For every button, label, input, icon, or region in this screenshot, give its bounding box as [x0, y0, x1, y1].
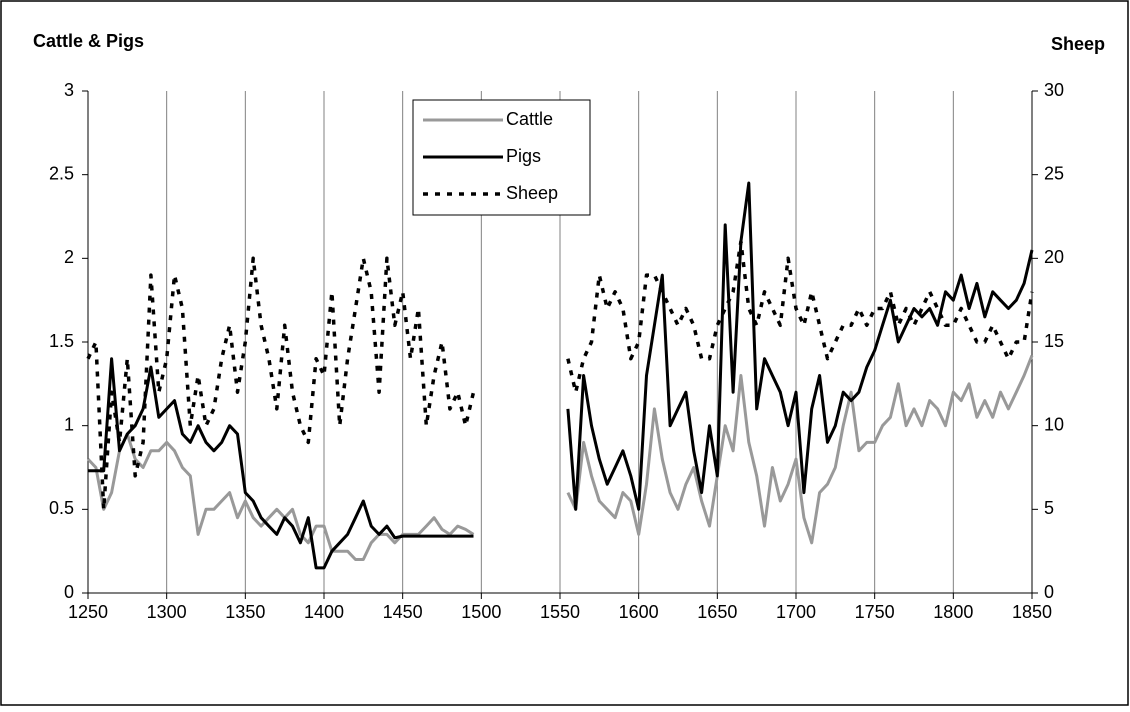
y-tick-label: 1 [64, 414, 74, 434]
y-tick-label: 0.5 [49, 498, 74, 518]
series-line [86, 354, 1034, 561]
y2-tick-label: 0 [1044, 582, 1054, 602]
x-tick-label: 1500 [461, 602, 501, 622]
x-tick-label: 1750 [855, 602, 895, 622]
y2-tick-label: 20 [1044, 247, 1064, 267]
series-line [88, 181, 1034, 570]
y-tick-label: 1.5 [49, 331, 74, 351]
y2-tick-label: 5 [1044, 498, 1054, 518]
y2-axis-title: Sheep [1051, 34, 1105, 54]
y-tick-label: 0 [64, 582, 74, 602]
y2-tick-label: 10 [1044, 414, 1064, 434]
y-tick-label: 2.5 [49, 163, 74, 183]
x-tick-label: 1600 [619, 602, 659, 622]
x-tick-label: 1400 [304, 602, 344, 622]
x-tick-label: 1650 [697, 602, 737, 622]
x-tick-label: 1300 [147, 602, 187, 622]
x-tick-label: 1350 [225, 602, 265, 622]
x-tick-label: 1800 [933, 602, 973, 622]
y2-tick-label: 15 [1044, 331, 1064, 351]
x-tick-label: 1550 [540, 602, 580, 622]
x-tick-label: 1700 [776, 602, 816, 622]
legend-label: Cattle [506, 109, 553, 129]
x-tick-label: 1450 [383, 602, 423, 622]
x-tick-label: 1250 [68, 602, 108, 622]
y2-tick-label: 30 [1044, 80, 1064, 100]
y-tick-label: 3 [64, 80, 74, 100]
legend-label: Pigs [506, 146, 541, 166]
series-line [86, 239, 1034, 512]
x-tick-label: 1850 [1012, 602, 1052, 622]
y-tick-label: 2 [64, 247, 74, 267]
y-axis-title: Cattle & Pigs [33, 31, 144, 51]
legend-label: Sheep [506, 183, 558, 203]
y2-tick-label: 25 [1044, 163, 1064, 183]
